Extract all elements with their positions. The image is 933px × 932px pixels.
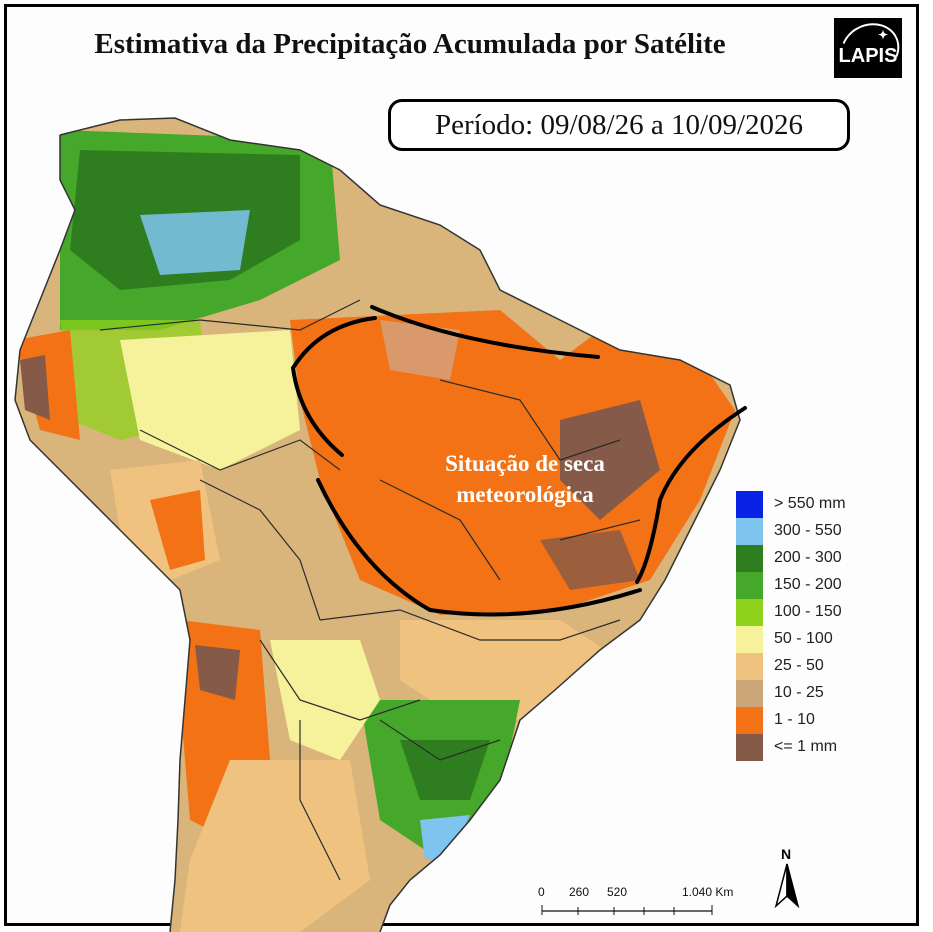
legend-item: 1 - 10 [736, 707, 896, 734]
period-box: Período: 09/08/26 a 10/09/2026 [388, 99, 850, 151]
legend-item: 10 - 25 [736, 680, 896, 707]
legend-swatch [736, 572, 763, 599]
legend-label: 25 - 50 [774, 657, 824, 674]
legend-label: 300 - 550 [774, 522, 842, 539]
satellite-icon: ✦ [878, 28, 889, 42]
legend-item: 200 - 300 [736, 545, 896, 572]
drought-label-line1: Situação de seca [445, 451, 605, 476]
lapis-logo: ✦ LAPIS [831, 13, 909, 87]
north-arrow-icon [774, 863, 800, 909]
legend-swatch [736, 491, 763, 518]
legend-swatch [736, 626, 763, 653]
scale-tick-3: 1.040 Km [682, 885, 734, 899]
coastline [14, 117, 741, 932]
scale-bar: 0 260 520 1.040 Km [536, 885, 746, 917]
legend-item: > 550 mm [736, 491, 896, 518]
legend-swatch [736, 545, 763, 572]
scale-bar-line [541, 905, 713, 915]
north-arrow: N [774, 846, 800, 910]
drought-label: Situação de seca meteorológica [410, 448, 640, 510]
legend-label: 50 - 100 [774, 630, 833, 647]
legend-item: 25 - 50 [736, 653, 896, 680]
legend-swatch [736, 599, 763, 626]
map-title: Estimativa da Precipitação Acumulada por… [94, 28, 726, 60]
legend-label: 10 - 25 [774, 684, 824, 701]
legend-swatch [736, 653, 763, 680]
legend-item: 100 - 150 [736, 599, 896, 626]
legend-swatch [736, 680, 763, 707]
border-lines [99, 299, 641, 881]
legend-item: 50 - 100 [736, 626, 896, 653]
legend-item: 300 - 550 [736, 518, 896, 545]
legend-label: 150 - 200 [774, 576, 842, 593]
legend-swatch [736, 734, 763, 761]
drought-boundary [290, 305, 747, 617]
legend-label: > 550 mm [774, 495, 846, 512]
legend-label: 100 - 150 [774, 603, 842, 620]
legend-item: 150 - 200 [736, 572, 896, 599]
legend-label: <= 1 mm [774, 738, 838, 755]
legend-item: <= 1 mm [736, 734, 896, 761]
scale-tick-2: 520 [607, 885, 628, 899]
scale-tick-1: 260 [569, 885, 590, 899]
north-label: N [781, 846, 792, 862]
scale-tick-0: 0 [538, 885, 545, 899]
legend-label: 1 - 10 [774, 711, 815, 728]
legend-label: 200 - 300 [774, 549, 842, 566]
logo-text: LAPIS [838, 45, 898, 67]
drought-label-line2: meteorológica [456, 482, 594, 507]
legend-swatch [736, 707, 763, 734]
legend-swatch [736, 518, 763, 545]
